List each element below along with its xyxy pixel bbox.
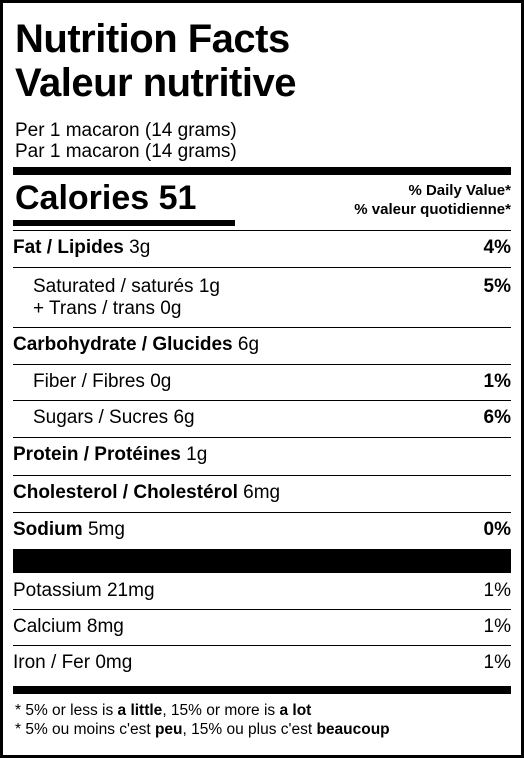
title-english: Nutrition Facts: [15, 17, 290, 61]
nutrient-row-protein: Protein / Protéines 1g: [13, 444, 511, 466]
footnote-text: * 5% or less is: [15, 702, 118, 719]
thick-divider-top: [13, 167, 511, 175]
nutrient-row-trans: + Trans / trans 0g: [33, 298, 511, 320]
divider: [13, 609, 511, 610]
nutrient-daily-value: 4%: [483, 237, 511, 258]
serving-french: Par 1 macaron (14 grams): [15, 141, 237, 162]
calories-label: Calories: [15, 179, 150, 217]
footnote-french: * 5% ou moins c'est peu, 15% ou plus c'e…: [15, 720, 390, 739]
mineral-amount: 21mg: [106, 580, 155, 601]
mineral-row-calcium: Calcium 8mg 1%: [13, 616, 511, 638]
nutrient-amount: 1g: [186, 444, 208, 465]
footnote-english: * 5% or less is a little, 15% or more is…: [15, 701, 390, 720]
divider: [13, 364, 511, 365]
nutrient-name: Saturated / saturés: [33, 276, 194, 297]
thick-divider-minerals: [13, 549, 511, 573]
nutrient-row-sugars: Sugars / Sucres 6g 6%: [33, 407, 511, 429]
footnote-emphasis: peu: [154, 721, 183, 738]
divider: [13, 230, 511, 231]
nutrient-name: Cholesterol / Cholestérol: [13, 482, 238, 503]
nutrient-name: Protein / Protéines: [13, 444, 181, 465]
nutrient-row-saturated: Saturated / saturés 1g 5%: [33, 276, 511, 298]
divider: [13, 327, 511, 328]
nutrient-daily-value: 5%: [483, 276, 511, 297]
nutrient-daily-value: 6%: [483, 407, 511, 428]
divider: [13, 475, 511, 476]
label-title: Nutrition Facts Valeur nutritive: [15, 17, 296, 105]
mineral-daily-value: 1%: [483, 580, 511, 601]
mineral-name: Calcium: [13, 616, 82, 637]
mineral-amount: 8mg: [86, 616, 124, 637]
divider: [13, 267, 511, 268]
nutrient-amount: 6g: [237, 334, 260, 355]
nutrient-amount: 6g: [173, 407, 195, 428]
mineral-row-iron: Iron / Fer 0mg 1%: [13, 652, 511, 674]
footnote-text: * 5% ou moins c'est: [15, 721, 155, 738]
calories-value: 51: [158, 179, 197, 217]
footnote-emphasis: a lot: [279, 702, 312, 719]
mineral-name: Iron / Fer: [13, 652, 91, 673]
nutrient-name: Sodium: [13, 519, 83, 540]
footnote-emphasis: beaucoup: [316, 721, 390, 738]
mineral-row-potassium: Potassium 21mg 1%: [13, 580, 511, 602]
nutrient-row-sodium: Sodium 5mg 0%: [13, 519, 511, 541]
nutrient-amount: 0g: [150, 371, 172, 392]
nutrient-text: + Trans / trans 0g: [33, 298, 182, 319]
divider: [13, 437, 511, 438]
calories-underline: [13, 220, 235, 226]
nutrient-name: Carbohydrate / Glucides: [13, 334, 233, 355]
nutrient-row-cholesterol: Cholesterol / Cholestérol 6mg: [13, 482, 511, 504]
thick-divider-bottom: [13, 686, 511, 694]
nutrient-daily-value: 0%: [483, 519, 511, 540]
footnote-text: , 15% ou plus c'est: [182, 721, 317, 738]
footnote-text: , 15% or more is: [162, 702, 280, 719]
title-french: Valeur nutritive: [15, 61, 296, 105]
footnote-emphasis: a little: [117, 702, 163, 719]
footnote: * 5% or less is a little, 15% or more is…: [15, 701, 390, 739]
nutrient-amount: 3g: [129, 237, 151, 258]
divider: [13, 512, 511, 513]
mineral-amount: 0mg: [95, 652, 133, 673]
nutrient-daily-value: 1%: [483, 371, 511, 392]
nutrient-name: Fiber / Fibres: [33, 371, 145, 392]
nutrient-amount: 6mg: [243, 482, 281, 503]
divider: [13, 400, 511, 401]
daily-value-english: % Daily Value*: [408, 182, 511, 199]
mineral-daily-value: 1%: [483, 616, 511, 637]
calories-line: Calories 51: [15, 179, 196, 217]
nutrient-amount: 5mg: [87, 519, 125, 540]
nutrient-row-carbohydrate: Carbohydrate / Glucides 6g: [13, 334, 511, 356]
nutrient-name: Sugars / Sucres: [33, 407, 169, 428]
nutrient-row-fiber: Fiber / Fibres 0g 1%: [33, 371, 511, 393]
divider: [13, 645, 511, 646]
nutrient-name: Fat / Lipides: [13, 237, 124, 258]
nutrient-amount: 1g: [198, 276, 220, 297]
mineral-name: Potassium: [13, 580, 102, 601]
nutrient-row-fat: Fat / Lipides 3g 4%: [13, 237, 511, 259]
daily-value-heading: % Daily Value* % valeur quotidienne*: [354, 181, 511, 219]
daily-value-french: % valeur quotidienne*: [354, 201, 511, 218]
serving-size: Per 1 macaron (14 grams) Par 1 macaron (…: [15, 120, 237, 162]
serving-english: Per 1 macaron (14 grams): [15, 120, 237, 141]
mineral-daily-value: 1%: [483, 652, 511, 673]
